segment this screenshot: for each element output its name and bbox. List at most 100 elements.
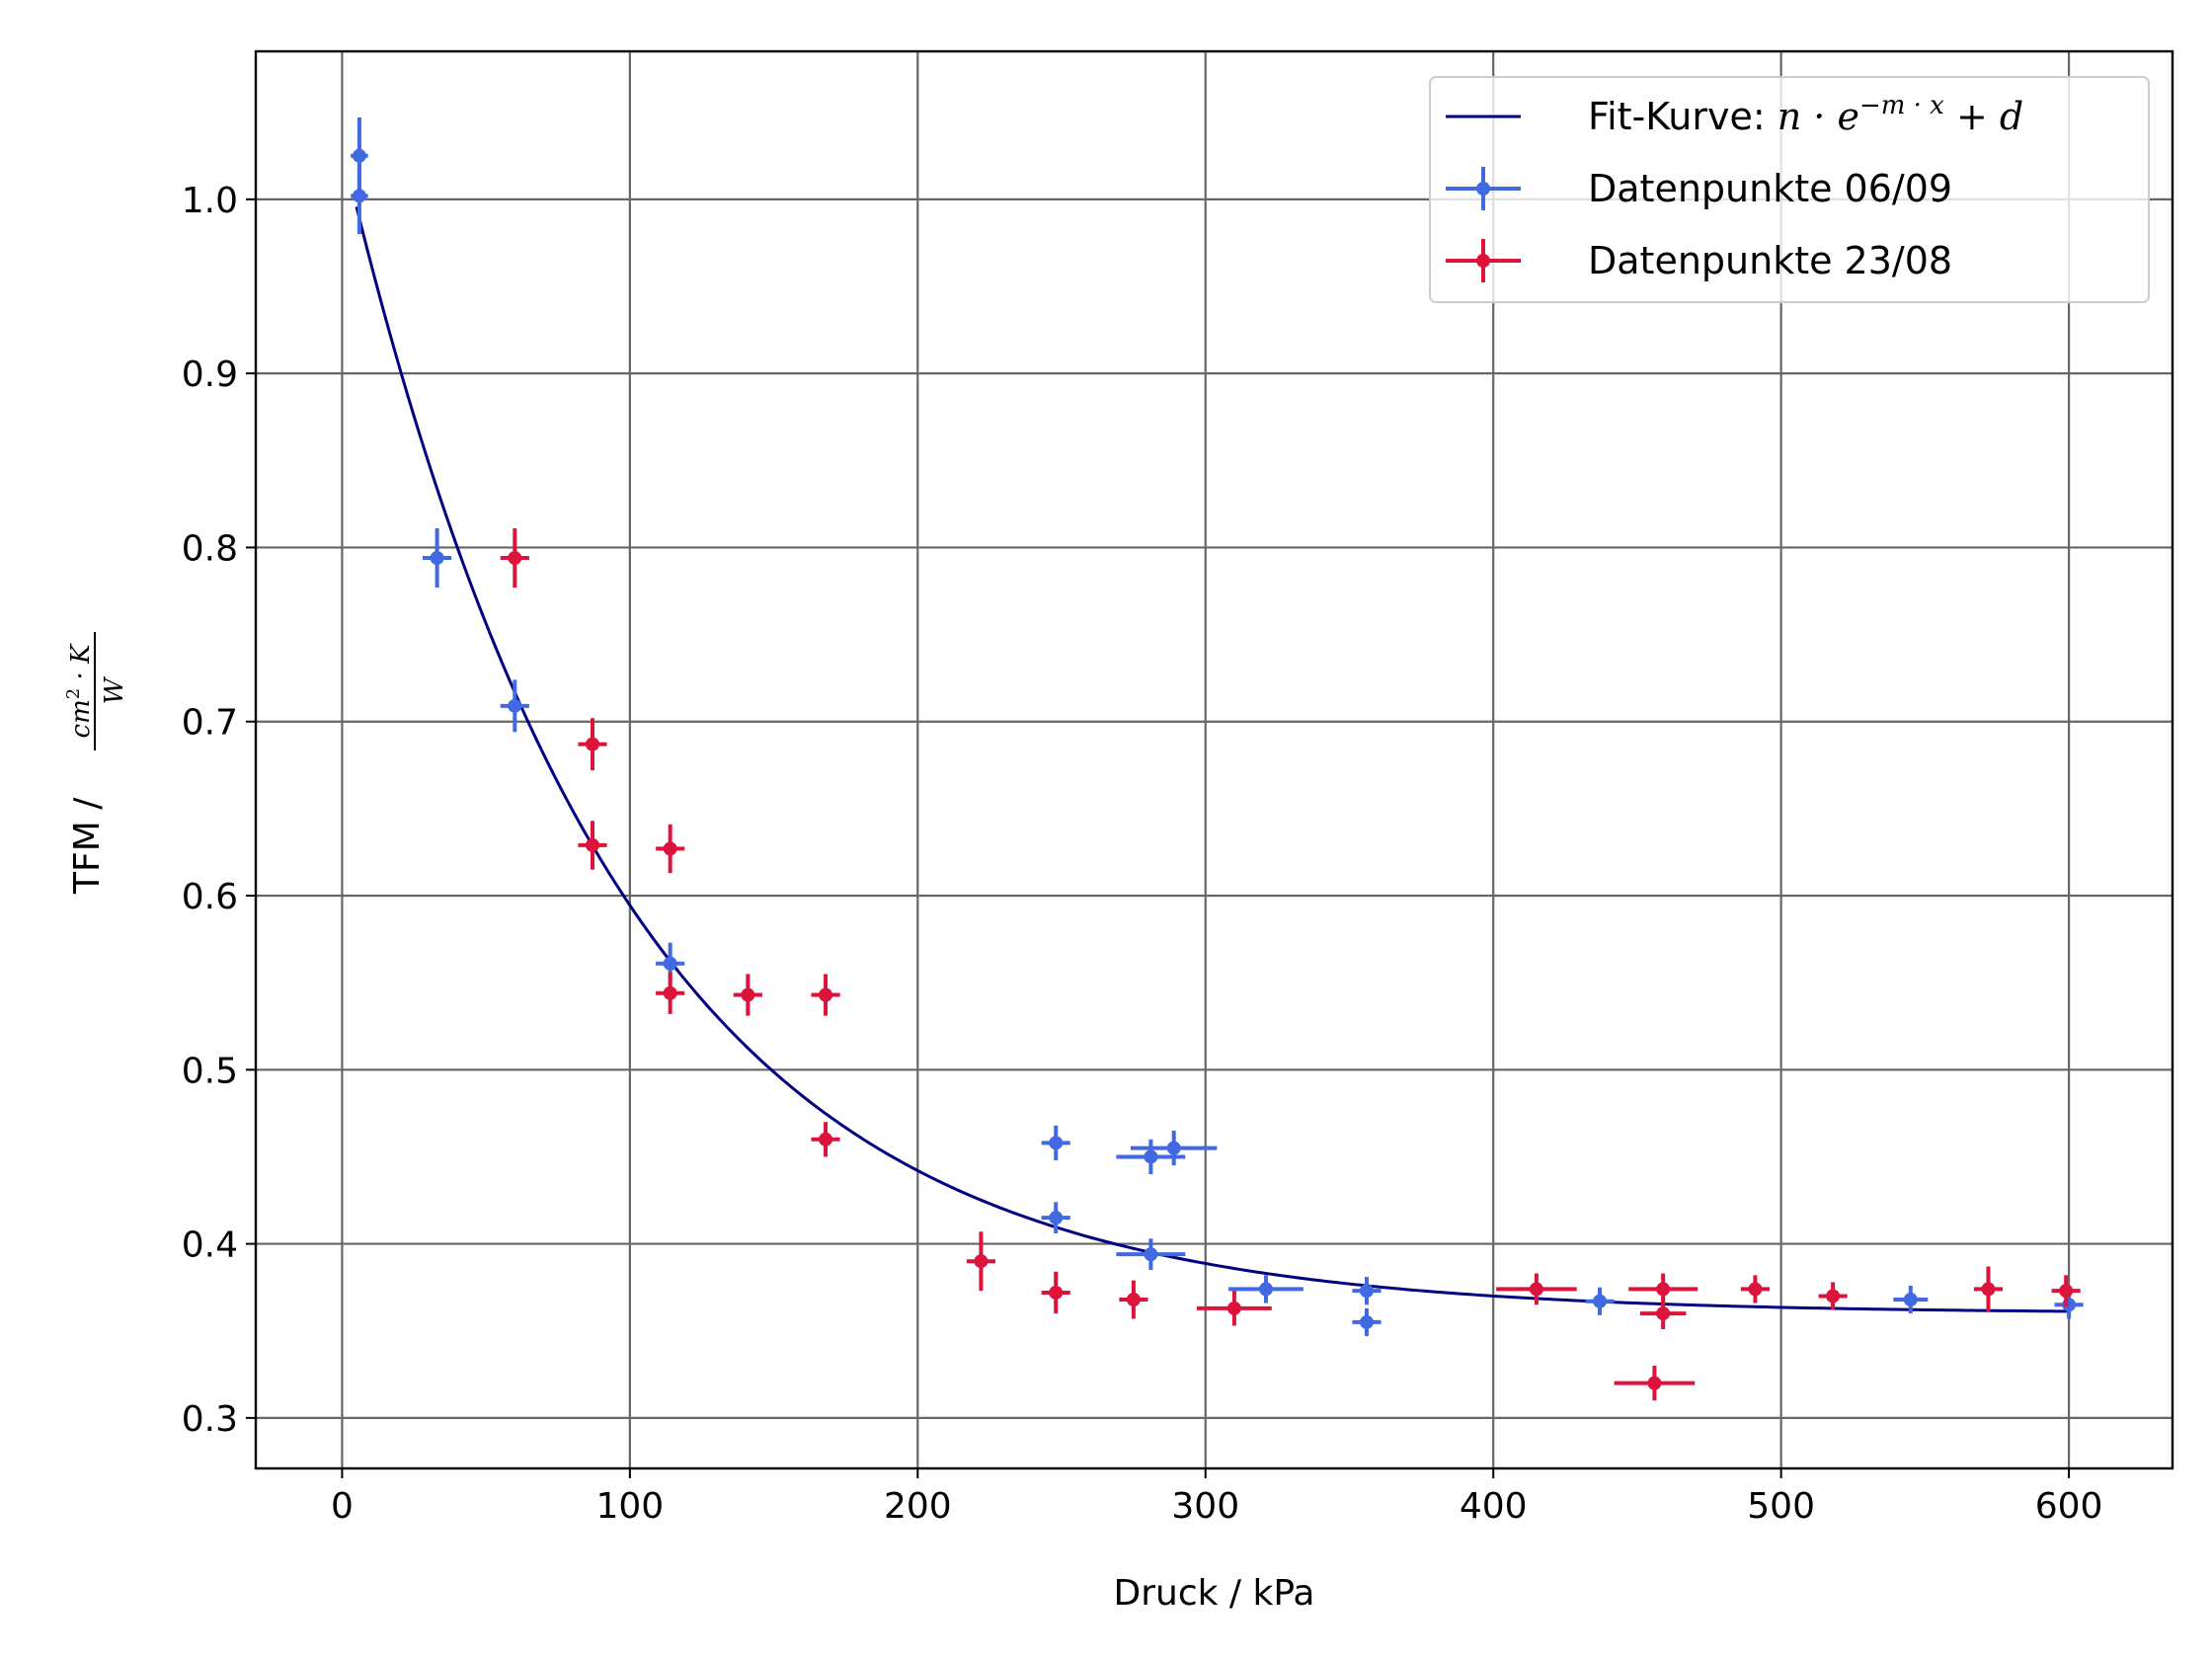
point-marker: [1529, 1282, 1543, 1297]
data-point: [1130, 1130, 1218, 1166]
y-axis-label-numerator-base: cm: [66, 699, 96, 738]
data-point: [811, 1122, 840, 1157]
point-marker: [974, 1254, 988, 1269]
point-marker: [1748, 1282, 1763, 1297]
legend-series-1-marker: [1446, 167, 1521, 210]
data-point: [966, 1231, 996, 1292]
data-point: [1041, 1125, 1070, 1160]
legend-series-2-marker: [1446, 239, 1521, 282]
legend-marker-dot: [1476, 182, 1490, 196]
point-marker: [819, 1132, 833, 1146]
data-point: [1228, 1275, 1304, 1304]
legend-fit-label-suffix: + d: [1944, 95, 2023, 138]
data-point: [578, 821, 607, 870]
point-marker: [508, 551, 522, 566]
point-marker: [1359, 1314, 1374, 1329]
point-marker: [1226, 1301, 1241, 1315]
data-point: [811, 974, 840, 1016]
data-point: [1352, 1277, 1382, 1305]
y-tick-label: 0.3: [182, 1399, 238, 1440]
data-points-layer: [351, 117, 2084, 1401]
data-point: [656, 972, 685, 1014]
fit-curve-layer: [355, 206, 2070, 1313]
data-point: [1119, 1280, 1148, 1319]
plot-frame: [254, 49, 2174, 1470]
data-point: [500, 679, 529, 733]
y-tick-label: 0.8: [182, 528, 238, 569]
data-point: [351, 157, 368, 235]
legend: Fit-Kurve: n · e−m · x + d Datenpunkte 0…: [1429, 76, 2150, 303]
point-marker: [1647, 1376, 1662, 1390]
point-marker: [508, 698, 522, 713]
point-marker: [1981, 1282, 1996, 1297]
y-axis-label-prefix: TFM /: [67, 797, 108, 895]
point-marker: [1049, 1211, 1064, 1225]
point-marker: [663, 841, 677, 856]
point-marker: [585, 737, 599, 751]
y-axis-label: TFM / cm2 · K W: [63, 632, 129, 895]
point-marker: [585, 837, 599, 852]
y-tick-label: 0.7: [182, 703, 238, 744]
point-marker: [1144, 1247, 1158, 1262]
data-point: [1116, 1238, 1186, 1271]
data-point: [423, 528, 452, 588]
data-point: [1041, 1202, 1070, 1234]
data-point: [656, 824, 685, 874]
point-marker: [1593, 1294, 1608, 1308]
point-marker: [1049, 1136, 1064, 1150]
data-point: [1740, 1275, 1770, 1304]
x-tick-label: 400: [1460, 1486, 1528, 1527]
point-marker: [819, 988, 833, 1002]
x-tick-label: 100: [596, 1486, 665, 1527]
data-point: [1496, 1273, 1577, 1305]
y-tick-label: 0.5: [182, 1051, 238, 1091]
grid: [256, 51, 2172, 1468]
y-axis-label-numerator-exp: 2: [63, 688, 84, 699]
data-point: [578, 718, 607, 771]
data-point: [1973, 1266, 2004, 1312]
point-marker: [1258, 1282, 1273, 1297]
data-point: [1585, 1287, 1615, 1315]
legend-series-1-label: Datenpunkte 06/09: [1588, 167, 1952, 210]
point-marker: [430, 551, 444, 566]
legend-box: [1429, 76, 2150, 303]
point-marker: [1049, 1285, 1064, 1300]
x-tick-label: 300: [1171, 1486, 1239, 1527]
point-marker: [352, 189, 366, 203]
x-tick-label: 0: [331, 1486, 354, 1527]
legend-marker-dot: [1476, 254, 1490, 268]
point-marker: [352, 148, 366, 163]
x-tick-label: 200: [884, 1486, 952, 1527]
point-marker: [663, 986, 677, 1000]
legend-series-2-label: Datenpunkte 23/08: [1588, 239, 1952, 282]
point-marker: [1826, 1289, 1841, 1304]
x-tick-label: 500: [1747, 1486, 1815, 1527]
y-tick-label: 1.0: [182, 181, 238, 221]
y-axis-label-numerator: cm2 · K: [63, 643, 96, 738]
legend-fit-label-exp: −m · x: [1859, 91, 1944, 120]
data-point: [1639, 1298, 1687, 1329]
y-tick-label: 0.9: [182, 355, 238, 395]
point-marker: [1166, 1141, 1181, 1155]
data-point: [1352, 1307, 1382, 1337]
ticks: 0 100 200 300 400 500 600 0.3 0.4 0.5 0.6 0.7 0.8 0.9…: [182, 181, 2103, 1527]
point-marker: [2059, 1284, 2074, 1299]
y-axis-label-denominator: W: [100, 675, 129, 704]
point-marker: [1144, 1149, 1158, 1164]
legend-fit-label: Fit-Kurve: n · e−m · x + d: [1588, 91, 2023, 138]
series-1: [351, 117, 2084, 1337]
legend-fit-label-prefix: Fit-Kurve:: [1588, 95, 1778, 138]
y-tick-label: 0.4: [182, 1225, 238, 1266]
point-marker: [1359, 1284, 1374, 1299]
point-marker: [741, 988, 755, 1002]
point-marker: [1126, 1292, 1141, 1306]
data-point: [1893, 1285, 1929, 1314]
x-axis-label: Druck / kPa: [1114, 1573, 1315, 1614]
point-marker: [663, 956, 677, 971]
data-point: [1614, 1365, 1696, 1401]
data-point: [733, 974, 762, 1016]
y-tick-label: 0.6: [182, 877, 238, 917]
point-marker: [1656, 1282, 1671, 1297]
data-point: [1197, 1291, 1272, 1326]
